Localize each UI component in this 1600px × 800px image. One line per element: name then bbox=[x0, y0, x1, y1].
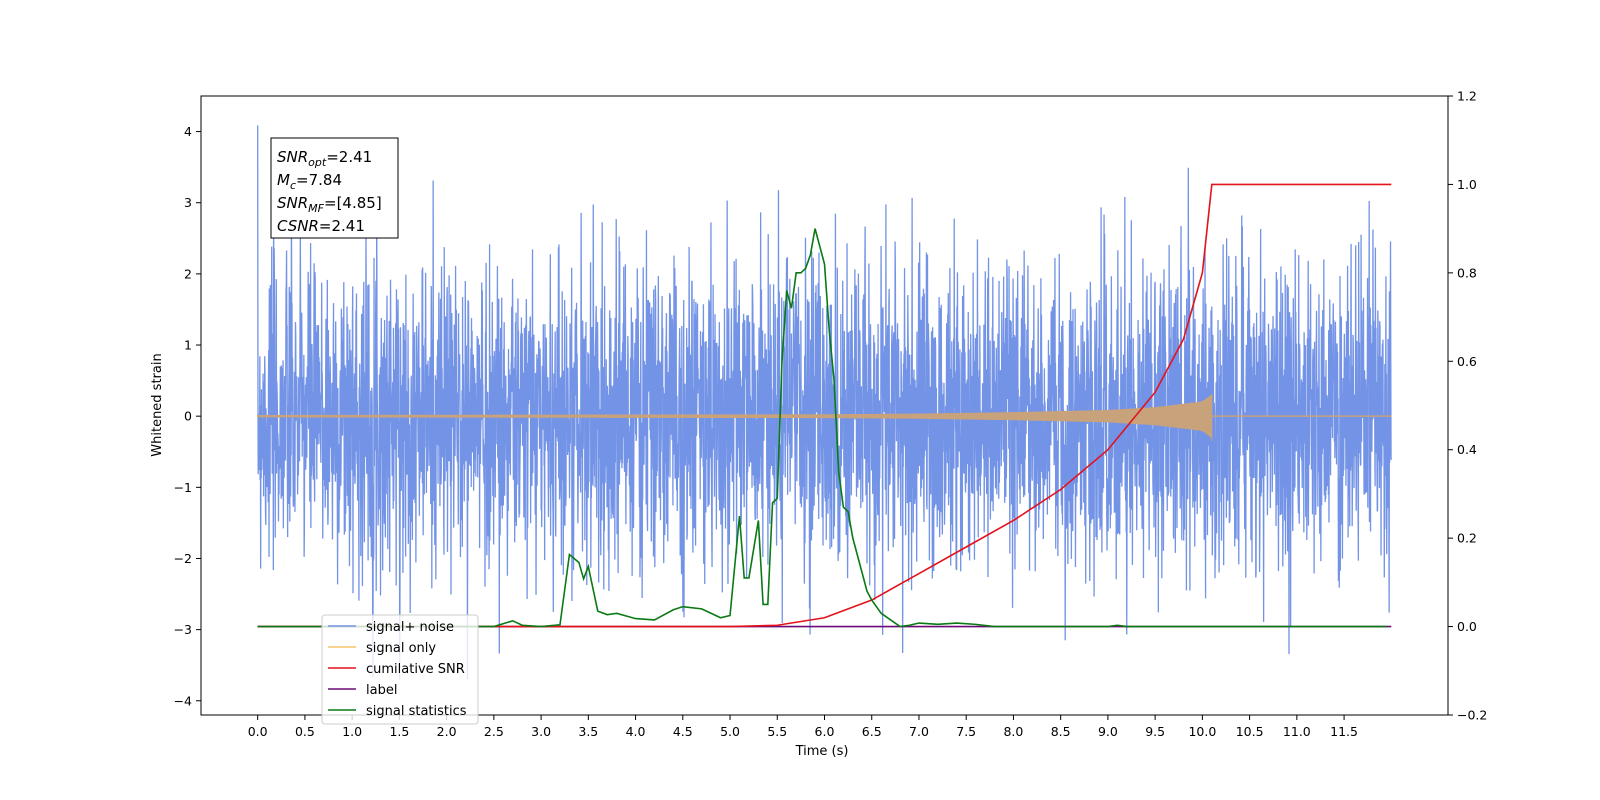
x-axis: 0.0 0.5 1.0 1.5 2.0 2.5 3.0 3.5 4.0 4.5 5.0 5.5 6.0 6… bbox=[248, 715, 1358, 739]
y-tick-label: −1 bbox=[174, 480, 192, 495]
y-tick-label: −4 bbox=[174, 693, 192, 708]
legend-label: signal statistics bbox=[366, 704, 467, 719]
y2-tick-label: 0.6 bbox=[1457, 354, 1477, 369]
y-tick-label: 0 bbox=[184, 409, 192, 424]
x-tick-label: 0.0 bbox=[248, 724, 268, 739]
y-axis-label: Whitened strain bbox=[150, 353, 165, 456]
x-tick-label: 6.5 bbox=[862, 724, 882, 739]
legend-label: cumilative SNR bbox=[366, 662, 465, 677]
x-tick-label: 10.5 bbox=[1236, 724, 1264, 739]
legend-frame bbox=[321, 614, 479, 725]
x-tick-label: 7.0 bbox=[909, 724, 929, 739]
x-tick-label: 8.0 bbox=[1003, 724, 1023, 739]
x-tick-label: 3.0 bbox=[531, 724, 551, 739]
y-tick-label: 3 bbox=[184, 195, 192, 210]
series-signal-only-envelope bbox=[257, 393, 1213, 442]
x-tick-label: 10.0 bbox=[1188, 724, 1216, 739]
y-axis: −4 −3 −2 −1 0 1 2 3 4 bbox=[174, 124, 201, 708]
x-tick-label: 11.0 bbox=[1283, 724, 1311, 739]
y2-tick-label: −0.2 bbox=[1457, 708, 1487, 723]
x-tick-label: 0.5 bbox=[295, 724, 315, 739]
y-tick-label: −2 bbox=[174, 551, 192, 566]
x-tick-label: 5.5 bbox=[767, 724, 787, 739]
y-tick-label: 4 bbox=[184, 124, 192, 139]
x-tick-label: 7.5 bbox=[956, 724, 976, 739]
y-tick-label: −3 bbox=[174, 622, 192, 637]
x-axis-label: Time (s) bbox=[795, 744, 849, 759]
legend-label: signal+ noise bbox=[366, 620, 454, 635]
x-tick-label: 1.0 bbox=[342, 724, 362, 739]
x-tick-label: 4.5 bbox=[673, 724, 693, 739]
y2-tick-label: 0.4 bbox=[1457, 442, 1477, 457]
annotation-line: CSNR=2.41 bbox=[277, 217, 365, 235]
annotation-line: Mc=7.84 bbox=[277, 171, 342, 192]
y2-axis: −0.2 0.0 0.2 0.4 0.6 0.8 1.0 1.2 bbox=[1448, 89, 1487, 723]
y2-tick-label: 1.2 bbox=[1457, 89, 1477, 104]
x-tick-label: 5.0 bbox=[720, 724, 740, 739]
annotation-line: SNRMF=[4.85] bbox=[277, 194, 382, 215]
x-tick-label: 6.0 bbox=[815, 724, 835, 739]
series-cumulative-snr bbox=[257, 183, 1392, 628]
legend-label: signal only bbox=[366, 641, 436, 656]
x-tick-label: 11.5 bbox=[1330, 724, 1358, 739]
annotation-line: SNRopt=2.41 bbox=[277, 148, 372, 169]
y2-tick-label: 1.0 bbox=[1457, 177, 1477, 192]
x-tick-label: 2.0 bbox=[437, 724, 457, 739]
x-tick-label: 3.5 bbox=[578, 724, 598, 739]
x-tick-label: 9.0 bbox=[1098, 724, 1118, 739]
x-tick-label: 4.0 bbox=[626, 724, 646, 739]
x-tick-label: 1.5 bbox=[389, 724, 409, 739]
y2-tick-label: 0.2 bbox=[1457, 531, 1477, 546]
legend: signal+ noise signal only cumilative SNR la… bbox=[321, 614, 479, 725]
legend-label: label bbox=[366, 683, 397, 698]
y-tick-label: 2 bbox=[184, 266, 192, 281]
y-tick-label: 1 bbox=[184, 338, 192, 353]
series-signal-statistics bbox=[257, 228, 1387, 628]
y2-tick-label: 0.0 bbox=[1457, 619, 1477, 634]
annotation-frame bbox=[270, 137, 399, 239]
x-tick-label: 9.5 bbox=[1145, 724, 1165, 739]
x-tick-label: 8.5 bbox=[1051, 724, 1071, 739]
y2-tick-label: 0.8 bbox=[1457, 265, 1477, 280]
x-tick-label: 2.5 bbox=[484, 724, 504, 739]
